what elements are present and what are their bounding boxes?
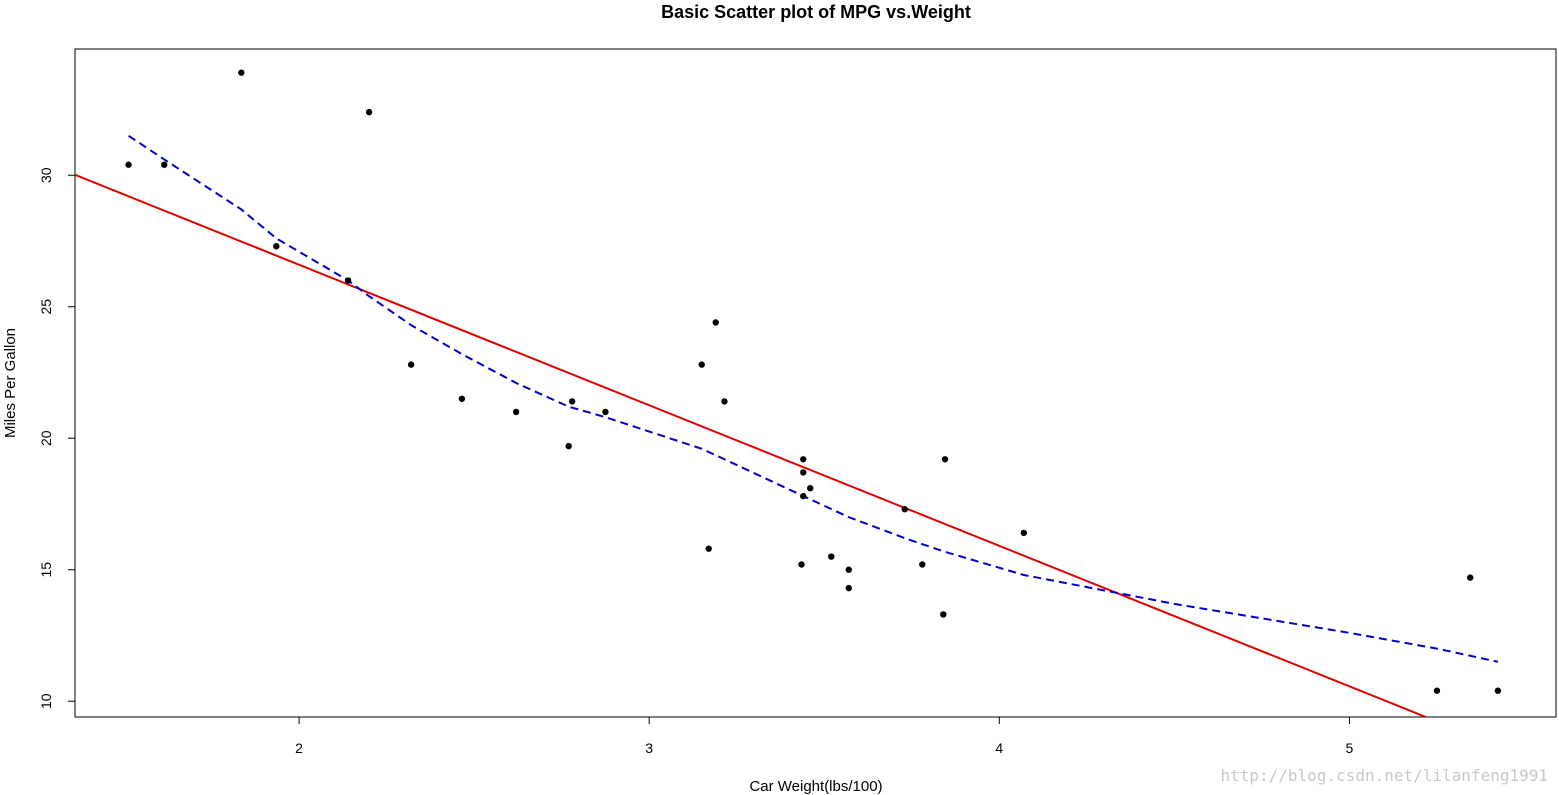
data-point xyxy=(807,484,814,492)
data-point xyxy=(941,456,949,463)
data-points xyxy=(125,69,1502,694)
x-axis: 2 3 4 5 xyxy=(295,717,1354,756)
regression-line xyxy=(75,173,1429,717)
data-point xyxy=(365,108,373,116)
y-tick-label: 25 xyxy=(38,299,54,315)
data-point xyxy=(800,492,807,500)
data-point xyxy=(1433,687,1441,694)
data-point xyxy=(344,277,352,284)
data-point xyxy=(828,553,835,560)
y-tick-label: 10 xyxy=(38,693,54,709)
data-point xyxy=(845,566,852,573)
data-point xyxy=(919,561,926,568)
data-point xyxy=(407,361,415,368)
watermark: http://blog.csdn.net/lilanfeng1991 xyxy=(1220,766,1548,785)
data-point xyxy=(1467,574,1474,581)
y-tick-label: 30 xyxy=(38,167,54,183)
data-point xyxy=(800,456,807,463)
data-point xyxy=(125,161,132,168)
x-tick-label: 2 xyxy=(295,740,303,756)
data-point xyxy=(901,506,908,513)
data-point xyxy=(273,243,280,250)
data-point xyxy=(161,161,168,168)
data-point xyxy=(1020,529,1028,537)
y-axis: 10 15 20 25 30 xyxy=(38,167,75,709)
data-point xyxy=(458,395,466,402)
chart-title: Basic Scatter plot of MPG vs.Weight xyxy=(661,2,971,22)
data-point xyxy=(800,469,807,476)
data-point xyxy=(512,408,520,416)
y-axis-label: Miles Per Gallon xyxy=(2,328,19,438)
y-tick-label: 15 xyxy=(38,562,54,578)
data-point xyxy=(1494,687,1502,694)
fit-lines xyxy=(75,134,1499,717)
x-axis-label: Car Weight(lbs/100) xyxy=(749,778,882,795)
data-point xyxy=(568,398,576,405)
data-point xyxy=(712,319,719,326)
data-point xyxy=(565,442,572,450)
data-point xyxy=(238,69,245,76)
data-point xyxy=(602,408,609,416)
data-point xyxy=(705,545,712,552)
x-tick-label: 5 xyxy=(1346,740,1354,756)
data-point xyxy=(798,561,805,568)
data-point xyxy=(845,584,852,592)
plot-frame xyxy=(74,48,1557,718)
data-point xyxy=(698,361,705,368)
x-tick-label: 3 xyxy=(645,740,653,756)
data-point xyxy=(721,398,728,405)
data-point xyxy=(940,611,947,618)
x-tick-label: 4 xyxy=(995,740,1003,756)
lowess-line xyxy=(128,134,1499,663)
y-tick-label: 20 xyxy=(38,430,54,446)
